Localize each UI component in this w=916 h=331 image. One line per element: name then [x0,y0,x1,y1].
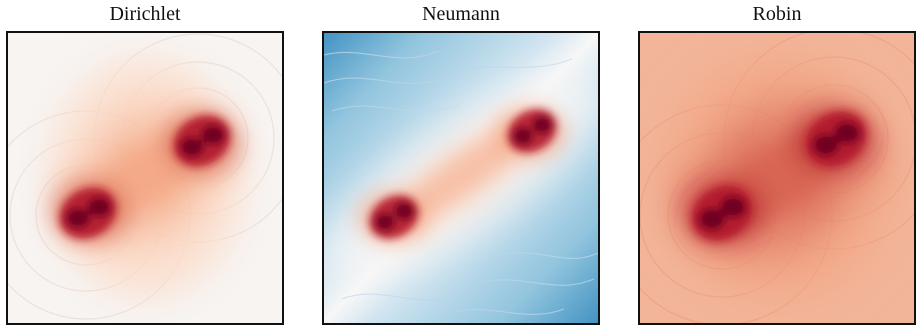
neumann-hotspot-right [507,109,557,153]
robin-hotspot-right [805,111,867,167]
neumann-hotspot-left [369,195,419,239]
neumann-field-heatmap [324,33,598,323]
robin-title: Robin [752,3,802,25]
neumann-wave-texture [324,50,598,316]
dirichlet-field-heatmap [8,33,282,323]
dirichlet-title: Dirichlet [109,3,181,25]
robin-hotspot-left [691,185,753,241]
neumann-field-frame [322,31,600,325]
robin-panel: Robin [638,0,916,331]
neumann-title: Neumann [422,3,500,25]
robin-field-frame [638,31,916,325]
dirichlet-panel: Dirichlet [6,0,284,331]
dirichlet-field-frame [6,31,284,325]
neumann-panel: Neumann [322,0,600,331]
dirichlet-hotspot-right [173,115,231,167]
robin-field-heatmap [640,33,914,323]
dirichlet-hotspot-left [59,187,117,239]
